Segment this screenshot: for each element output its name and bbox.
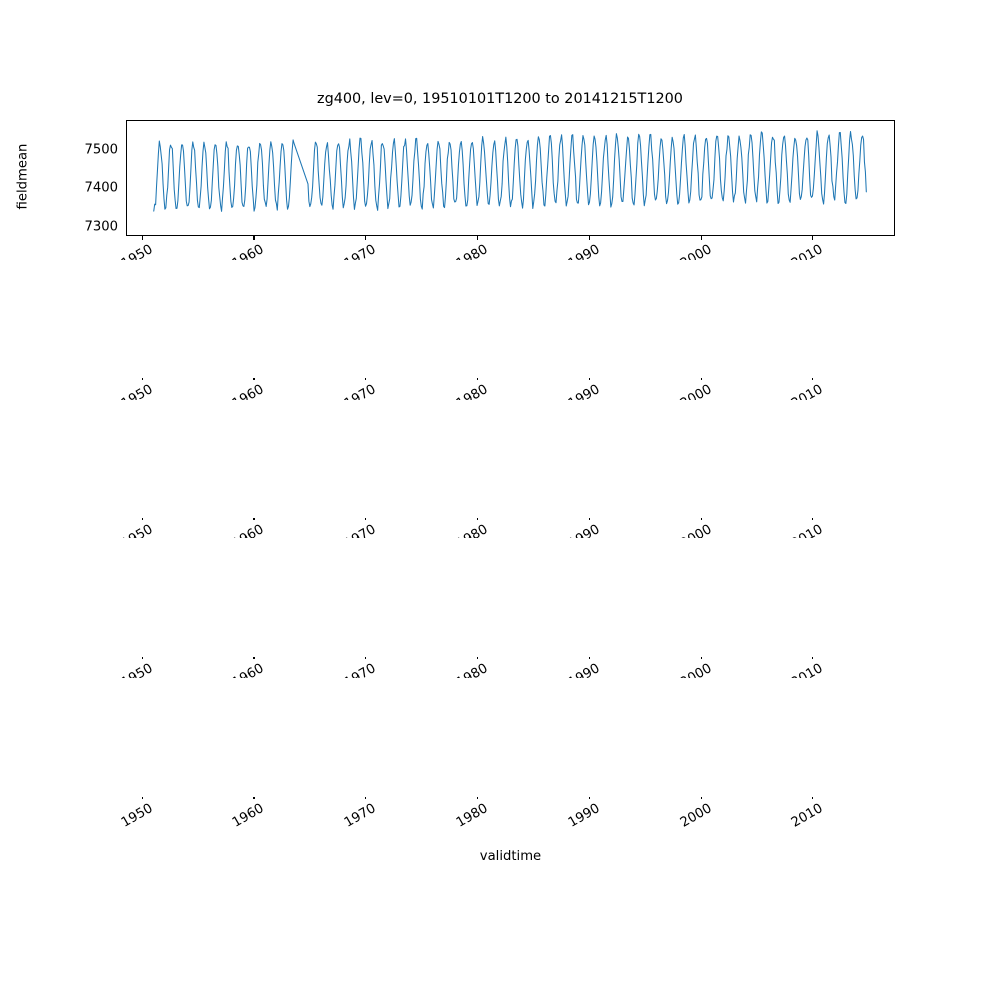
x-tick-mark <box>365 795 367 799</box>
plot-area-fieldmean <box>127 121 894 235</box>
x-tick-mark <box>476 795 479 799</box>
y-axis-label-fieldmean: fieldmean <box>15 143 31 210</box>
x-tick-mark <box>141 655 143 659</box>
x-tick-mark <box>141 376 143 380</box>
x-tick-mark <box>812 516 814 520</box>
x-tick-mark <box>812 795 814 799</box>
x-tick-mark <box>365 236 367 240</box>
x-tick-mark <box>700 655 702 659</box>
y-tick-label-fieldmean: 7500 <box>84 142 118 158</box>
x-axis-label: validtime <box>479 849 542 864</box>
x-tick-mark <box>141 516 143 520</box>
x-tick-mark <box>253 376 255 380</box>
x-tick-mark <box>476 655 479 659</box>
x-tick-mark <box>700 516 702 520</box>
label-clip-mask <box>0 400 1000 518</box>
x-tick-mark <box>365 376 367 380</box>
x-tick-mark <box>141 236 143 240</box>
label-clip-mask <box>0 538 1000 657</box>
x-tick-mark <box>588 376 590 380</box>
x-tick-mark <box>700 795 702 799</box>
x-tick-mark <box>812 655 814 659</box>
x-tick-mark <box>812 376 814 380</box>
data-line-fieldmean <box>154 131 867 211</box>
x-tick-mark <box>476 236 479 240</box>
x-tick-mark <box>700 376 702 380</box>
x-tick-mark <box>476 516 479 520</box>
subplot-fieldmean <box>126 120 895 236</box>
x-tick-mark <box>588 236 590 240</box>
x-tick-mark <box>253 655 255 659</box>
x-tick-mark <box>253 795 255 799</box>
label-clip-mask <box>0 678 1000 797</box>
y-tick-label-fieldmean: 7300 <box>84 219 118 235</box>
x-tick-mark <box>812 236 814 240</box>
y-tick-label-fieldmean: 7400 <box>84 180 118 196</box>
x-tick-mark <box>588 655 590 659</box>
x-tick-mark <box>365 655 367 659</box>
x-tick-mark <box>588 795 590 799</box>
x-tick-mark <box>365 516 367 520</box>
x-tick-mark <box>253 236 255 240</box>
label-clip-mask <box>0 260 1000 378</box>
x-tick-mark <box>588 516 590 520</box>
x-tick-mark <box>476 376 479 380</box>
x-tick-mark <box>700 236 702 240</box>
x-tick-mark <box>253 516 255 520</box>
x-tick-mark <box>141 795 143 799</box>
figure-title: zg400, lev=0, 19510101T1200 to 20141215T… <box>317 91 683 107</box>
